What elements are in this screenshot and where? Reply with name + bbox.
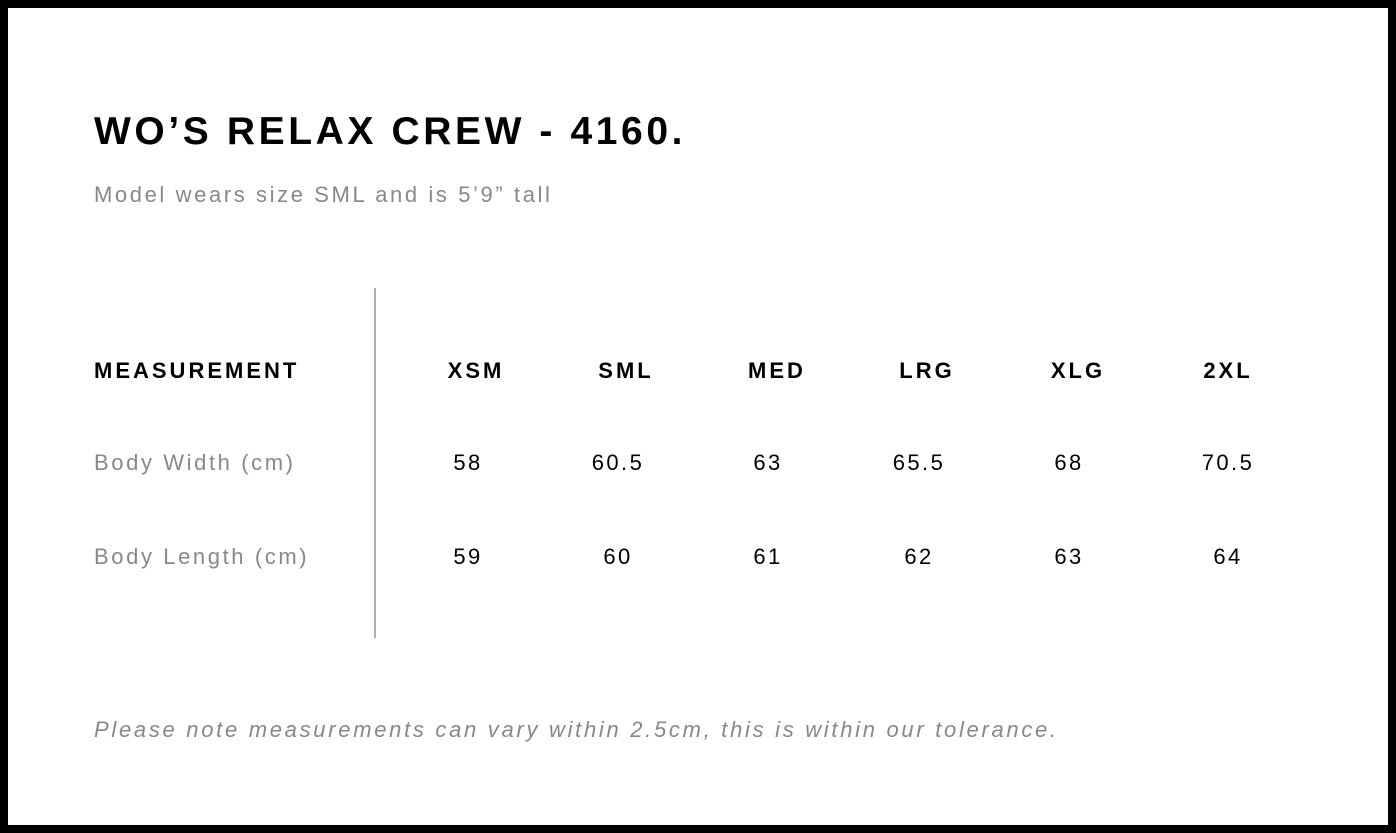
size-header-2xl: 2XL xyxy=(1203,358,1253,383)
cell-value: 70.5 xyxy=(1201,450,1255,475)
cell-value: 61 xyxy=(753,544,783,569)
size-chart-card: WO’S RELAX CREW - 4160. Model wears size… xyxy=(8,8,1388,825)
size-header-lrg: LRG xyxy=(899,358,955,383)
row-label-body-width: Body Width (cm) xyxy=(94,450,296,475)
cell-value: 58 xyxy=(453,450,483,475)
cell-value: 62 xyxy=(904,544,934,569)
cell-value: 65.5 xyxy=(892,450,946,475)
size-header-xsm: XSM xyxy=(447,358,505,383)
model-info: Model wears size SML and is 5’9” tall xyxy=(94,182,553,207)
page-title: WO’S RELAX CREW - 4160. xyxy=(94,110,687,153)
cell-value: 60.5 xyxy=(591,450,645,475)
cell-value: 63 xyxy=(1054,544,1084,569)
row-label-body-length: Body Length (cm) xyxy=(94,544,310,569)
size-header-xlg: XLG xyxy=(1050,358,1106,383)
size-header-sml: SML xyxy=(598,358,654,383)
size-header-med: MED xyxy=(748,358,806,383)
tolerance-note: Please note measurements can vary within… xyxy=(94,717,1059,742)
cell-value: 63 xyxy=(753,450,783,475)
cell-value: 68 xyxy=(1054,450,1084,475)
cell-value: 60 xyxy=(603,544,633,569)
measurement-header: MEASUREMENT xyxy=(94,358,300,383)
cell-value: 64 xyxy=(1213,544,1243,569)
cell-value: 59 xyxy=(453,544,483,569)
column-divider xyxy=(374,288,376,638)
